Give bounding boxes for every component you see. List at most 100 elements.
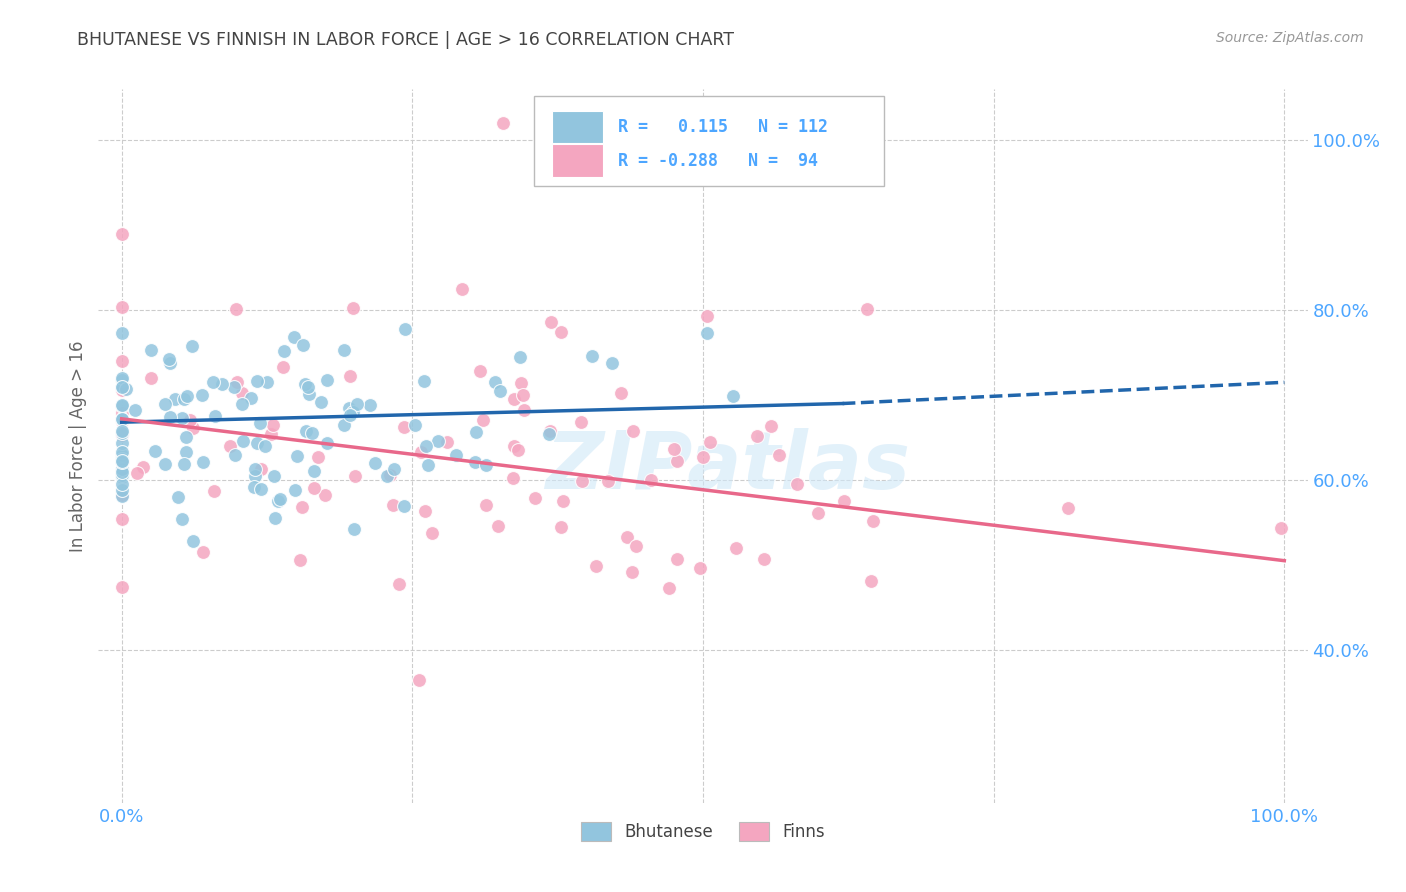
Point xyxy=(503,439,526,453)
Point xyxy=(246,374,269,388)
Point xyxy=(339,369,361,384)
Point xyxy=(359,398,381,412)
Point xyxy=(240,391,263,405)
Text: ZIPatlas: ZIPatlas xyxy=(544,428,910,507)
Point xyxy=(309,394,332,409)
Point xyxy=(267,494,290,508)
Point xyxy=(111,452,134,467)
Point xyxy=(596,474,619,488)
Point xyxy=(157,352,180,367)
Point xyxy=(111,400,134,414)
Point xyxy=(382,498,405,512)
Point xyxy=(111,470,134,484)
Point xyxy=(176,430,198,444)
Point xyxy=(413,504,436,518)
Point xyxy=(245,462,267,476)
Point xyxy=(139,371,162,385)
Point xyxy=(464,425,486,439)
Point xyxy=(484,375,506,389)
Point xyxy=(181,533,204,548)
Point xyxy=(111,512,134,526)
Point xyxy=(307,450,329,464)
Point xyxy=(231,386,253,401)
Point xyxy=(859,574,882,588)
Point xyxy=(204,409,226,424)
Point xyxy=(201,375,224,389)
Point xyxy=(571,474,593,488)
Point xyxy=(640,473,662,487)
Point xyxy=(862,514,884,528)
Point xyxy=(855,302,877,317)
Point xyxy=(665,453,688,467)
Point xyxy=(111,428,134,442)
Point xyxy=(301,426,323,441)
Point xyxy=(111,489,134,503)
Point xyxy=(159,356,181,370)
Point xyxy=(180,339,202,353)
Point xyxy=(191,455,214,469)
Point xyxy=(143,444,166,458)
Point xyxy=(408,673,430,688)
Point xyxy=(170,512,193,526)
Point xyxy=(404,417,426,432)
Point xyxy=(260,427,283,442)
Point xyxy=(263,468,285,483)
Point xyxy=(294,377,316,392)
Point xyxy=(193,545,215,559)
Text: R = -0.288   N =  94: R = -0.288 N = 94 xyxy=(619,152,818,169)
Point xyxy=(725,541,748,555)
Point xyxy=(211,376,233,391)
Point xyxy=(585,558,607,573)
Point xyxy=(315,436,337,450)
Point xyxy=(111,461,134,475)
Point xyxy=(699,434,721,449)
Point xyxy=(474,498,496,512)
Point xyxy=(132,459,155,474)
Point xyxy=(689,561,711,575)
Point xyxy=(502,471,524,485)
Point xyxy=(721,389,744,403)
Point xyxy=(111,380,134,394)
Point xyxy=(486,519,509,533)
Point xyxy=(246,436,269,450)
Point xyxy=(382,462,405,476)
Point xyxy=(600,356,623,370)
Point xyxy=(111,406,134,420)
Point xyxy=(474,458,496,472)
Point xyxy=(759,418,782,433)
Point xyxy=(181,421,204,435)
Point xyxy=(620,565,643,579)
Point xyxy=(284,483,307,497)
Point xyxy=(111,462,134,476)
Point xyxy=(111,354,134,368)
Point xyxy=(173,457,195,471)
Point xyxy=(343,522,366,536)
Point xyxy=(658,581,681,595)
Point xyxy=(115,382,138,396)
Point xyxy=(298,387,321,401)
Point xyxy=(834,493,856,508)
Point xyxy=(388,576,411,591)
Point xyxy=(111,373,134,387)
Point xyxy=(163,392,186,406)
Point xyxy=(333,418,356,433)
Point xyxy=(232,434,254,449)
Point xyxy=(111,227,134,241)
Point xyxy=(111,454,134,468)
Point xyxy=(111,371,134,385)
Point xyxy=(538,424,561,438)
Point xyxy=(179,413,201,427)
Point xyxy=(502,392,524,406)
Text: Source: ZipAtlas.com: Source: ZipAtlas.com xyxy=(1216,31,1364,45)
Point xyxy=(250,461,273,475)
Point xyxy=(269,492,291,507)
Point xyxy=(696,310,718,324)
Point xyxy=(159,409,181,424)
Point xyxy=(167,490,190,504)
Point xyxy=(219,439,242,453)
Point xyxy=(768,448,790,462)
Point xyxy=(111,414,134,428)
Point xyxy=(111,454,134,468)
Point xyxy=(692,450,714,465)
Point xyxy=(378,467,401,482)
